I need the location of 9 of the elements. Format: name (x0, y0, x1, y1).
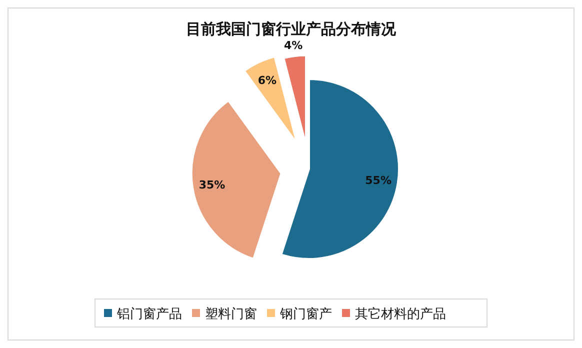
legend-label: 塑料门窗 (205, 306, 257, 322)
legend-label: 铝门窗产品 (116, 306, 182, 322)
data-label: 55% (365, 174, 392, 187)
data-label: 6% (258, 74, 277, 88)
data-label: 35% (198, 178, 226, 192)
legend-label: 钢门窗产 (279, 306, 332, 322)
chart-title: 目前我国门窗行业产品分布情况 (186, 20, 397, 38)
data-label: 4% (284, 38, 303, 52)
legend-label: 其它材料的产品 (355, 306, 446, 322)
